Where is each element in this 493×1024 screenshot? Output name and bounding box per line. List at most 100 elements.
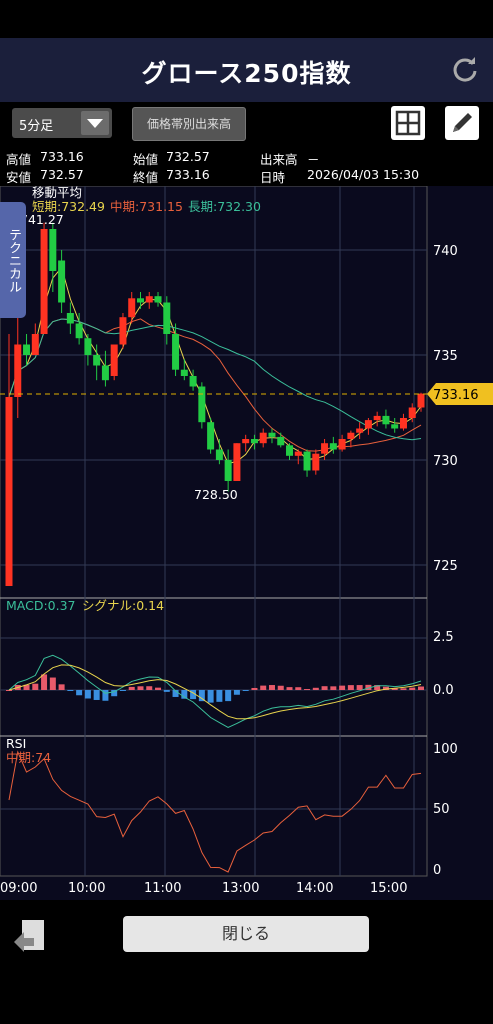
rsi-title: RSI [6, 736, 26, 751]
candle-up [364, 420, 372, 429]
macd-panel [6, 654, 424, 728]
rsi-tick-label: 100 [433, 742, 458, 757]
candle-down [93, 355, 101, 366]
candle-up [373, 415, 381, 421]
candle-down [198, 386, 206, 423]
macd-bar-positive [146, 686, 153, 690]
low-label: 安値 [6, 170, 32, 185]
candle-down [224, 460, 232, 481]
candle-up [417, 393, 425, 408]
candle-up [31, 334, 39, 355]
candle-down [303, 451, 311, 471]
refresh-icon[interactable] [451, 56, 479, 84]
ma-long-line [8, 318, 422, 441]
macd-tick-label: 0.0 [433, 683, 454, 698]
candle-up [110, 344, 118, 376]
rsi-tick-label: 0 [433, 863, 441, 878]
macd-bar-negative [119, 690, 126, 691]
time-tick-label: 15:00 [370, 881, 407, 896]
macd-bar-positive [41, 674, 48, 690]
candle-down [66, 313, 74, 324]
volume-label: 出来高 [260, 152, 298, 167]
time-tick-label: 11:00 [144, 881, 181, 896]
rsi-line [8, 750, 422, 873]
chart-area[interactable]: 725 730 735 740 2.5 0.0 100 50 0 09:00 10:00 11:00… [0, 186, 493, 900]
candle-down [180, 369, 188, 376]
exit-icon[interactable] [10, 916, 48, 954]
macd-bar-negative [172, 690, 179, 697]
datetime-value: 2026/04/03 15:30 [307, 167, 420, 182]
title-bar: グロース250指数 [0, 38, 493, 102]
ma-long-value: 長期:732.30 [188, 199, 261, 214]
high-value: 733.16 [40, 149, 84, 164]
candle-down [58, 260, 66, 303]
macd-bar-negative [163, 690, 170, 692]
high-label: 高値 [6, 152, 32, 167]
macd-bar-positive [286, 687, 293, 690]
candle-up [312, 453, 320, 471]
macd-bar-positive [418, 686, 424, 690]
macd-bar-positive [32, 683, 39, 690]
macd-bar-positive [312, 687, 319, 690]
candle-up [5, 397, 13, 586]
macd-bar-negative [67, 690, 74, 691]
current-price-text: 733.16 [433, 388, 479, 403]
macd-bar-positive [295, 687, 302, 690]
draw-button[interactable] [445, 106, 479, 140]
interval-label: 5分足 [19, 119, 54, 134]
candle-down [250, 439, 258, 444]
high-marker: 741.27 [20, 212, 64, 227]
candle-down [215, 449, 223, 460]
macd-bar-positive [374, 685, 381, 690]
interval-select[interactable]: 5分足 [12, 108, 112, 138]
macd-bar-positive [277, 685, 284, 690]
close-button[interactable]: 閉じる [123, 916, 369, 952]
open-label: 始値 [133, 152, 159, 167]
macd-bar-positive [400, 688, 407, 690]
open-value: 732.57 [166, 149, 210, 164]
candle-down [391, 424, 399, 429]
technical-tab[interactable]: テクニカル [0, 202, 26, 318]
macd-bar-positive [58, 684, 65, 690]
candle-down [49, 229, 57, 271]
candle-up [338, 439, 346, 450]
macd-bar-positive [49, 677, 56, 690]
price-tick-label: 740 [433, 244, 458, 259]
macd-bar-negative [207, 690, 214, 703]
close-label: 終値 [133, 170, 159, 185]
time-tick-label: 14:00 [296, 881, 333, 896]
candle-up [321, 443, 329, 454]
macd-bar-negative [242, 690, 249, 691]
macd-bar-negative [84, 690, 91, 699]
ma-mid-value: 中期:731.15 [110, 199, 183, 214]
candle-up [40, 229, 48, 334]
candle-down [382, 415, 390, 425]
candle-down [286, 445, 294, 456]
macd-bar-positive [268, 685, 275, 690]
candle-up [408, 407, 416, 418]
rsi-panel [8, 750, 422, 873]
macd-bar-positive [356, 685, 363, 690]
macd-bar-negative [190, 690, 197, 700]
price-tick-label: 725 [433, 559, 458, 574]
candle-up [119, 317, 127, 345]
candle-up [128, 298, 136, 318]
macd-bar-positive [347, 685, 354, 690]
macd-line [8, 654, 422, 728]
status-bar [0, 0, 493, 38]
time-tick-label: 13:00 [222, 881, 259, 896]
macd-bar-negative [181, 690, 188, 699]
candle-down [101, 365, 109, 381]
macd-bar-positive [155, 687, 162, 690]
current-price-tag [427, 383, 493, 405]
time-tick-label: 10:00 [68, 881, 105, 896]
chart-toolbar: 5分足 価格帯別出来高 [0, 102, 493, 146]
price-volume-button[interactable]: 価格帯別出来高 [132, 107, 246, 141]
macd-bar-negative [198, 690, 205, 702]
page-title: グロース250指数 [141, 59, 352, 88]
grid-layout-button[interactable] [391, 106, 425, 140]
macd-bar-positive [260, 685, 267, 690]
candlesticks [5, 222, 425, 586]
candle-down [329, 443, 337, 450]
candle-up [399, 418, 407, 429]
